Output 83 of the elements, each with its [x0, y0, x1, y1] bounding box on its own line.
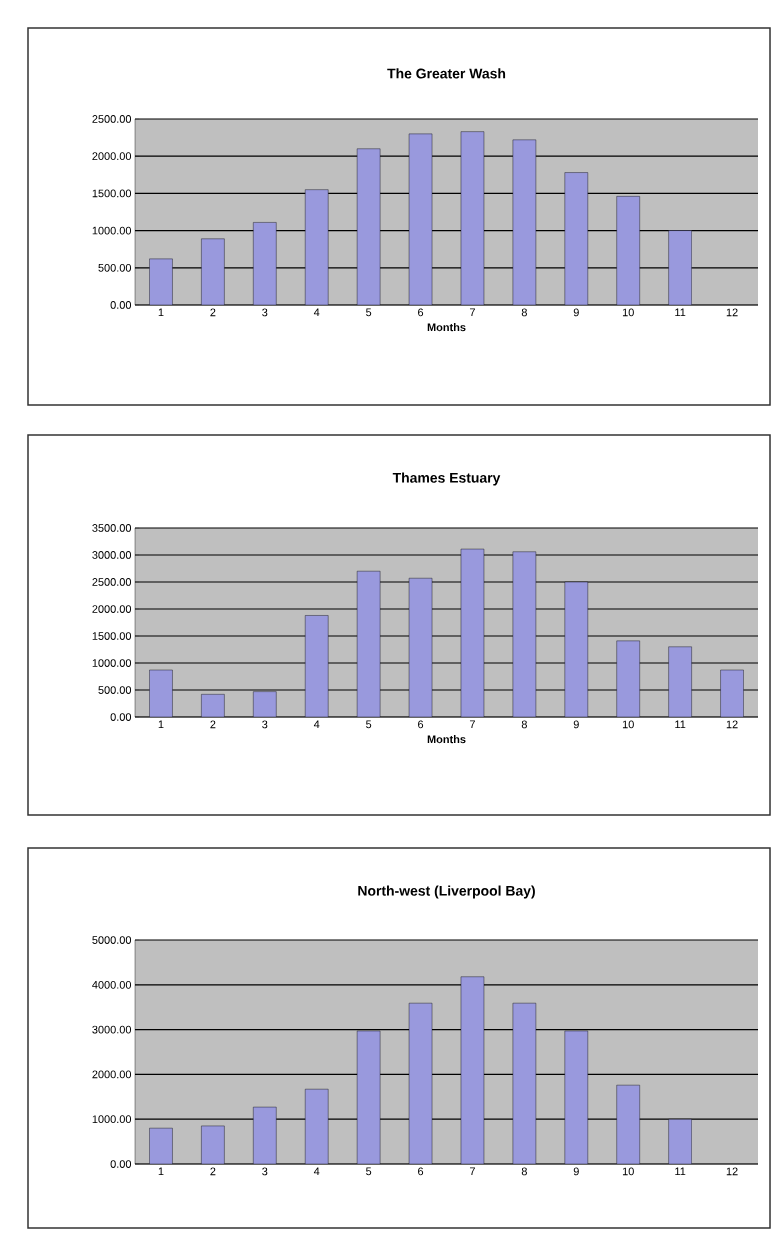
y-tick-label: 3000.00 [92, 551, 132, 559]
bar [564, 581, 588, 717]
y-tick-label: 1500.00 [92, 189, 132, 198]
y-tick-label: 1000.00 [92, 659, 132, 667]
x-tick-label: 4 [313, 720, 320, 729]
y-tick-label: 2500.00 [92, 115, 132, 123]
y-tick-label: 500.00 [98, 263, 132, 272]
y-tick-label: 2000.00 [92, 605, 132, 613]
x-tick-label: 9 [573, 720, 579, 729]
x-tick-label: 7 [469, 720, 475, 729]
x-tick-label: 3 [262, 720, 268, 729]
x-tick-label: 4 [313, 1167, 320, 1176]
x-tick-label: 10 [622, 308, 634, 317]
bar [512, 1003, 536, 1164]
y-tick-label: 0.00 [110, 713, 132, 721]
x-axis-title: Months [427, 323, 466, 332]
chart-title: North-west (Liverpool Bay) [358, 885, 535, 899]
x-tick-label: 11 [675, 1167, 686, 1176]
x-tick-label: 2 [210, 308, 216, 317]
y-tick-label: 5000.00 [92, 936, 132, 944]
x-tick-label: 10 [622, 720, 634, 729]
x-tick-label: 4 [313, 308, 320, 317]
y-tick-label: 0.00 [110, 1160, 132, 1168]
y-tick-label: 500.00 [98, 686, 132, 694]
x-tick-label: 12 [726, 1167, 738, 1176]
bar [149, 670, 173, 717]
bar [357, 1030, 381, 1164]
x-tick-label: 6 [418, 720, 424, 729]
x-tick-label: 11 [675, 720, 686, 729]
x-tick-label: 5 [366, 720, 372, 729]
x-tick-label: 5 [366, 308, 372, 317]
y-tick-label: 3000.00 [92, 1025, 132, 1034]
y-tick-label: 1500.00 [92, 632, 132, 640]
bar [305, 615, 329, 717]
x-tick-label: 8 [521, 720, 527, 729]
y-tick-label: 3500.00 [92, 524, 132, 532]
y-tick-label: 4000.00 [92, 980, 132, 989]
x-tick-label: 1 [158, 308, 164, 317]
x-tick-label: 12 [726, 720, 738, 729]
x-tick-label: 8 [521, 308, 527, 317]
x-tick-label: 1 [158, 720, 164, 729]
x-tick-label: 3 [262, 1167, 268, 1176]
x-tick-label: 10 [622, 1167, 634, 1176]
y-tick-label: 0.00 [110, 301, 132, 309]
bar [460, 976, 484, 1164]
y-tick-label: 1000.00 [92, 226, 132, 235]
x-tick-label: 7 [469, 1167, 475, 1176]
y-tick-label: 2500.00 [92, 578, 132, 586]
chart-title: Thames Estuary [392, 472, 501, 486]
bar [460, 549, 484, 717]
x-tick-label: 9 [573, 1167, 579, 1176]
x-axis-title: Months [427, 735, 466, 744]
bar [149, 1128, 173, 1164]
x-tick-label: 6 [418, 1167, 424, 1176]
bar [253, 691, 277, 717]
x-tick-label: 5 [366, 1167, 372, 1176]
bar [201, 1125, 225, 1164]
x-tick-label: 12 [726, 308, 738, 317]
bar [668, 646, 692, 717]
y-tick-label: 1000.00 [92, 1115, 132, 1124]
x-tick-label: 6 [418, 308, 424, 317]
bar [357, 571, 381, 717]
bar [616, 640, 640, 717]
x-tick-label: 2 [210, 1167, 216, 1176]
bar [616, 1085, 640, 1164]
x-tick-label: 8 [521, 1167, 527, 1176]
chart-title: The Greater Wash [387, 68, 506, 79]
x-tick-label: 2 [210, 720, 216, 729]
bar [409, 1003, 433, 1164]
x-tick-label: 7 [469, 308, 475, 317]
y-tick-label: 2000.00 [92, 1070, 132, 1079]
x-tick-label: 1 [158, 1167, 164, 1176]
x-tick-label: 9 [573, 308, 579, 317]
x-tick-label: 3 [262, 308, 268, 317]
bar [564, 1030, 588, 1164]
y-tick-label: 2000.00 [92, 152, 132, 161]
x-tick-label: 11 [675, 308, 686, 317]
bar [253, 1107, 277, 1164]
bar [305, 1089, 329, 1164]
bar [668, 1119, 692, 1164]
bar [512, 551, 536, 717]
bar [409, 578, 433, 717]
bar [720, 669, 744, 717]
